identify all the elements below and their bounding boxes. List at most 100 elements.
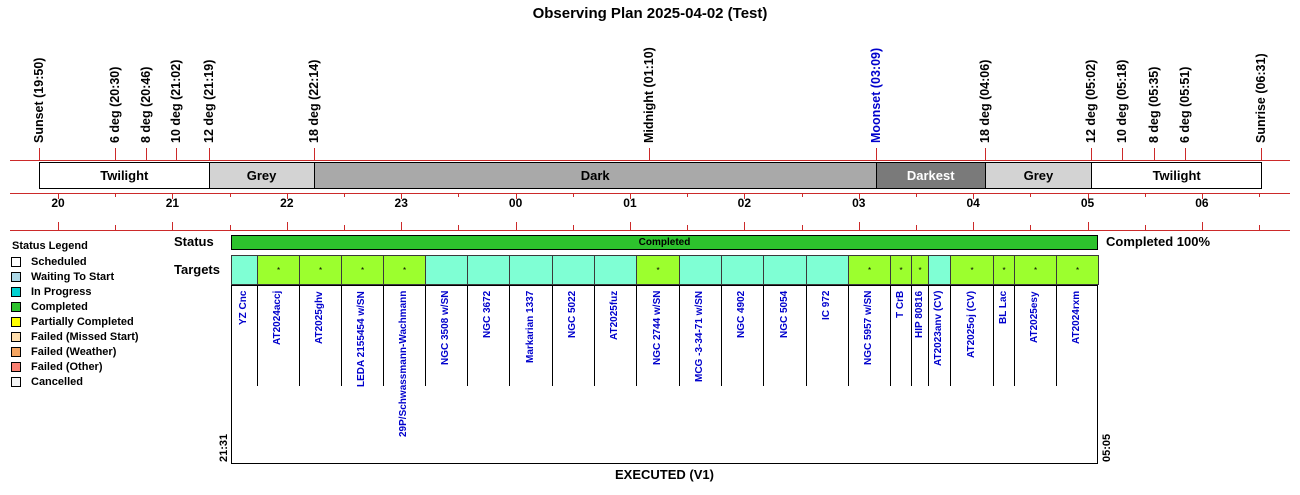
band-twilight: Twilight: [1091, 162, 1262, 189]
target-cell[interactable]: *: [890, 255, 912, 285]
status-bar[interactable]: Completed: [231, 235, 1098, 250]
plan-start-label: 21:31: [218, 433, 230, 462]
legend-label: Failed (Other): [31, 360, 103, 373]
target-name-text: Markarian 1337: [524, 290, 536, 363]
target-separator: [552, 285, 553, 386]
hour-label: 20: [51, 196, 65, 210]
target-cell[interactable]: [594, 255, 637, 285]
plan-box: [231, 285, 1098, 464]
target-name-text: NGC 2744 w/SN: [651, 290, 663, 365]
target-name-text: NGC 3508 w/SN: [440, 290, 451, 365]
target-cell[interactable]: [679, 255, 722, 285]
legend-title: Status Legend: [12, 240, 88, 252]
legend-item: Failed (Weather): [11, 345, 116, 358]
event-tick: [649, 148, 651, 160]
target-name-text: NGC 5054: [778, 290, 790, 338]
axis-tick: [115, 193, 117, 197]
target-separator: [1056, 285, 1057, 386]
axis-tick: [629, 193, 631, 199]
target-cell[interactable]: *: [950, 255, 994, 285]
axis-tick: [458, 225, 460, 230]
target-cell[interactable]: *: [636, 255, 680, 285]
target-separator: [928, 285, 929, 386]
event-tick: [1154, 148, 1156, 160]
target-name-text: AT2024rxm: [1071, 290, 1082, 344]
target-separator: [679, 285, 680, 386]
axis-tick: [458, 193, 460, 197]
target-name-text: AT2025ghv: [314, 291, 325, 344]
hour-label: 03: [852, 196, 866, 210]
target-separator: [950, 285, 951, 386]
axis-tick: [572, 225, 574, 230]
target-cell[interactable]: *: [911, 255, 929, 285]
event-label-text: Moonset (03:09): [868, 47, 883, 143]
axis-tick: [973, 222, 975, 230]
target-name-text: NGC 5957 w/SN: [863, 290, 874, 365]
target-cell[interactable]: *: [848, 255, 891, 285]
plan-end-label: 05:05: [1101, 433, 1113, 462]
hour-label: 01: [623, 196, 637, 210]
target-cell[interactable]: [721, 255, 764, 285]
legend-swatch: [11, 346, 21, 357]
legend-label: Completed: [31, 300, 88, 313]
target-name-text: AT2025fuz: [609, 290, 620, 340]
target-cell[interactable]: [425, 255, 468, 285]
target-cell[interactable]: [467, 255, 510, 285]
target-cell[interactable]: [509, 255, 553, 285]
event-tick: [1184, 148, 1186, 160]
target-cell[interactable]: *: [993, 255, 1015, 285]
target-name-text: BL Lac: [997, 290, 1009, 324]
legend-swatch: [11, 331, 21, 342]
event-tick: [875, 148, 877, 160]
event-label-text: 10 deg (05:18): [1114, 59, 1129, 143]
legend-item: Waiting To Start: [11, 270, 114, 283]
axis-tick: [58, 222, 60, 230]
targets-row: * * * * * * * * * * * *: [231, 255, 1099, 285]
axis-tick: [1087, 222, 1089, 230]
target-cell[interactable]: [552, 255, 595, 285]
axis-tick: [858, 193, 860, 199]
targets-row-label: Targets: [174, 262, 220, 277]
target-cell[interactable]: [928, 255, 951, 285]
axis-tick: [1030, 225, 1032, 230]
target-cell[interactable]: *: [299, 255, 342, 285]
target-cell[interactable]: [763, 255, 807, 285]
axis-tick: [915, 225, 917, 230]
axis-tick: [515, 193, 517, 199]
sky-condition-bands: Twilight Grey Dark Darkest Grey Twilight: [0, 162, 1300, 189]
axis-tick: [687, 193, 689, 197]
event-label-text: 8 deg (05:35): [1147, 66, 1162, 143]
axis-tick: [973, 193, 975, 199]
event-label-text: 18 deg (04:06): [977, 59, 992, 143]
legend-item: Scheduled: [11, 255, 87, 268]
event-tick: [1091, 148, 1093, 160]
target-name-text: MCG -3-34-71 w/SN: [694, 290, 705, 382]
target-cell[interactable]: [806, 255, 849, 285]
target-cell[interactable]: *: [383, 255, 426, 285]
target-separator: [890, 285, 891, 386]
target-name-text: AT2025oj (CV): [965, 290, 977, 358]
target-cell[interactable]: *: [341, 255, 384, 285]
target-cell[interactable]: [231, 255, 258, 285]
target-name-text: NGC 5022: [567, 290, 578, 338]
event-tick: [1261, 148, 1262, 160]
hour-label: 02: [737, 196, 752, 210]
target-cell[interactable]: *: [257, 255, 300, 285]
event-tick: [313, 148, 315, 160]
target-name-text: AT2025esy: [1029, 291, 1040, 343]
target-name-text: NGC 4902: [736, 290, 747, 338]
target-cell[interactable]: *: [1056, 255, 1099, 285]
target-separator: [806, 285, 807, 386]
axis-tick: [744, 222, 746, 230]
event-tick: [115, 148, 117, 160]
legend-label: Cancelled: [31, 375, 83, 388]
target-separator: [425, 285, 426, 386]
target-name-text: NGC 3672: [482, 290, 493, 338]
axis-tick: [344, 193, 346, 197]
axis-tick: [915, 193, 917, 197]
target-cell[interactable]: *: [1014, 255, 1057, 285]
legend-label: Failed (Missed Start): [31, 330, 139, 343]
axis-tick: [172, 222, 174, 230]
axis-tick: [1087, 193, 1089, 199]
axis-tick: [58, 193, 60, 199]
